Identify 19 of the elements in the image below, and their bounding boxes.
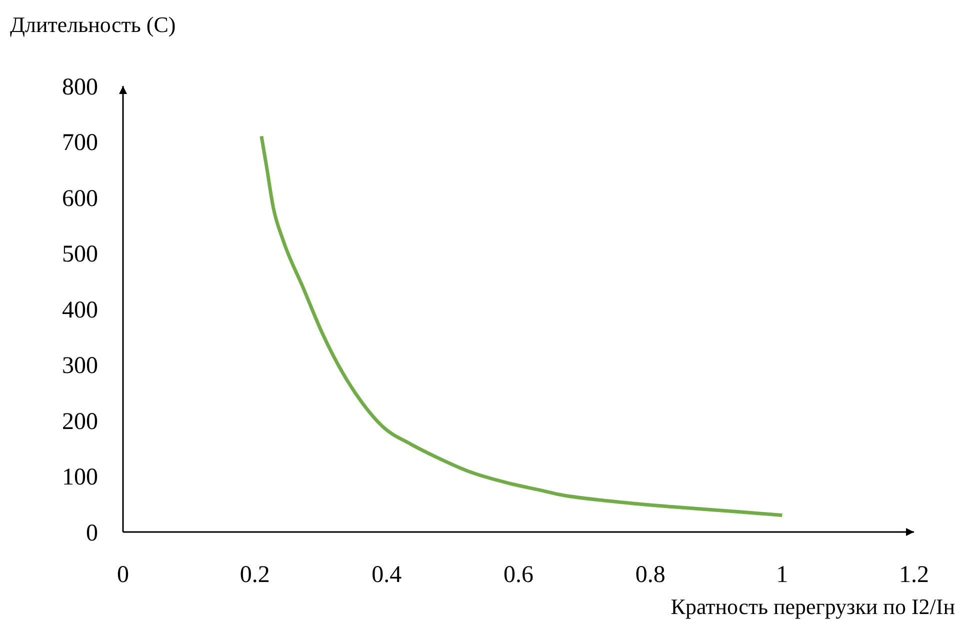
y-tick-label: 600 — [62, 186, 98, 212]
y-tick-label: 500 — [62, 242, 98, 268]
line-series — [260, 134, 784, 518]
y-tick-label: 400 — [62, 297, 98, 324]
y-tick-label: 300 — [62, 353, 98, 380]
y-tick-label: 200 — [62, 408, 98, 435]
y-tick-label: 800 — [62, 74, 98, 100]
x-tick-label: 0.2 — [240, 562, 270, 588]
x-tick-label: 0.4 — [372, 562, 402, 588]
x-tick-label: 1 — [776, 562, 788, 588]
x-tick-label: 0.8 — [635, 562, 666, 588]
y-tick-label: 700 — [62, 130, 98, 156]
x-tick-label: 0.6 — [504, 562, 534, 588]
y-axis-title: Длительность (С) — [10, 12, 176, 37]
y-tick-label: 100 — [62, 464, 98, 491]
x-tick-label: 0 — [117, 562, 129, 588]
y-tick-label: 0 — [86, 520, 98, 546]
x-axis-title: Кратность перегрузки по I2/Iн — [670, 594, 956, 619]
x-tick-label: 1.2 — [899, 562, 929, 588]
